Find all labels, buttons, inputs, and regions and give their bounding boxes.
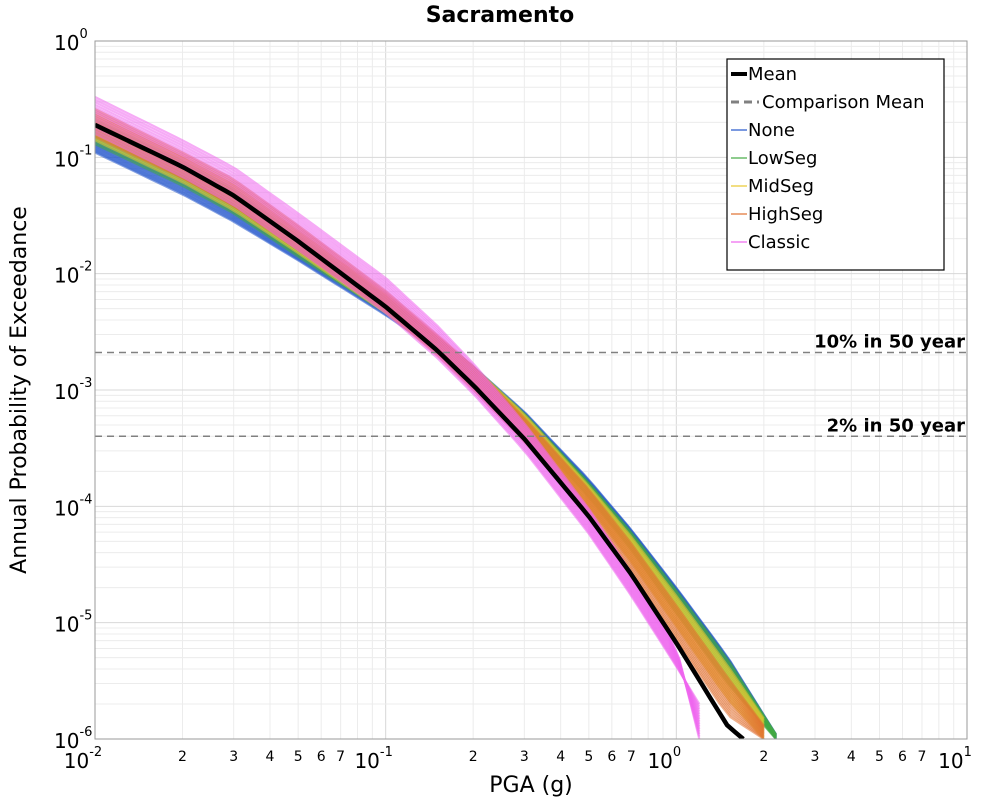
legend-label: None — [748, 120, 795, 141]
y-tick-exponent: -5 — [79, 609, 92, 624]
y-tick-exponent: -6 — [79, 725, 92, 740]
x-minor-tick-label: 3 — [811, 749, 820, 765]
x-minor-tick-label: 4 — [556, 749, 565, 765]
x-tick-base: 10 — [938, 749, 963, 773]
y-tick-base: 10 — [54, 496, 79, 520]
legend-label: LowSeg — [748, 148, 817, 169]
legend-label: Classic — [748, 232, 810, 253]
y-tick-exponent: -2 — [79, 260, 92, 275]
legend-label: MidSeg — [748, 176, 814, 197]
y-tick-base: 10 — [54, 31, 79, 55]
x-tick-label: 101 — [938, 745, 972, 773]
x-tick-base: 10 — [647, 749, 672, 773]
y-tick-base: 10 — [54, 380, 79, 404]
y-tick-label: 10-6 — [54, 725, 92, 753]
x-minor-tick-label: 6 — [607, 749, 616, 765]
reference-line-label: 2% in 50 year — [827, 415, 965, 436]
reference-line-label: 10% in 50 year — [814, 332, 965, 353]
grid — [94, 41, 967, 740]
x-minor-tick-label: 7 — [918, 749, 927, 765]
y-tick-base: 10 — [54, 264, 79, 288]
y-axis-label: Annual Probability of Exceedance — [7, 206, 32, 574]
legend-label: Mean — [748, 64, 797, 85]
x-minor-tick-label: 3 — [520, 749, 529, 765]
series-curve-mean — [95, 122, 745, 739]
x-tick-exponent: -1 — [380, 745, 393, 760]
y-tick-label: 10-2 — [54, 260, 92, 288]
mean-series — [95, 122, 745, 739]
x-tick-label: 100 — [647, 745, 681, 773]
legend-label: HighSeg — [748, 204, 823, 225]
x-minor-tick-label: 5 — [294, 749, 303, 765]
y-tick-label: 10-1 — [54, 143, 92, 171]
x-tick-label: 10-1 — [354, 745, 392, 773]
y-tick-label: 10-3 — [54, 376, 92, 404]
x-tick-base: 10 — [354, 749, 379, 773]
x-minor-tick-label: 5 — [875, 749, 884, 765]
y-tick-label: 10-5 — [54, 609, 92, 637]
x-minor-tick-label: 5 — [584, 749, 593, 765]
x-tick-exponent: 0 — [673, 745, 681, 760]
x-minor-tick-label: 4 — [266, 749, 275, 765]
x-tick-base: 10 — [64, 749, 89, 773]
x-minor-tick-label: 4 — [847, 749, 856, 765]
y-tick-exponent: -3 — [79, 376, 92, 391]
x-minor-tick-label: 6 — [898, 749, 907, 765]
x-minor-tick-label: 3 — [229, 749, 238, 765]
x-tick-exponent: -2 — [89, 745, 102, 760]
reference-lines: 10% in 50 year 2% in 50 year — [95, 332, 967, 438]
y-tick-exponent: 0 — [79, 27, 87, 42]
series-curve-classic — [95, 96, 701, 739]
x-minor-tick-label: 2 — [178, 749, 187, 765]
legend-box — [726, 58, 945, 271]
y-tick-base: 10 — [54, 147, 79, 171]
x-minor-tick-label: 7 — [336, 749, 345, 765]
x-minor-tick-label: 2 — [469, 749, 478, 765]
plot-frame — [94, 40, 968, 740]
x-tick-exponent: 1 — [964, 745, 972, 760]
x-minor-tick-label: 7 — [627, 749, 636, 765]
x-axis-label: PGA (g) — [489, 773, 573, 798]
y-tick-base: 10 — [54, 729, 79, 753]
y-tick-label: 100 — [54, 27, 88, 55]
y-tick-label: 10-4 — [54, 492, 92, 520]
chart-title: Sacramento — [426, 3, 575, 28]
x-minor-tick-label: 2 — [759, 749, 768, 765]
legend: Mean Comparison Mean None LowSeg MidSeg HighS… — [726, 58, 945, 271]
x-tick-label: 10-2 — [64, 745, 102, 773]
y-tick-exponent: -4 — [79, 492, 92, 507]
x-minor-tick-label: 6 — [317, 749, 326, 765]
y-tick-base: 10 — [54, 613, 79, 637]
y-tick-exponent: -1 — [79, 143, 92, 158]
legend-label: Comparison Mean — [762, 92, 925, 113]
